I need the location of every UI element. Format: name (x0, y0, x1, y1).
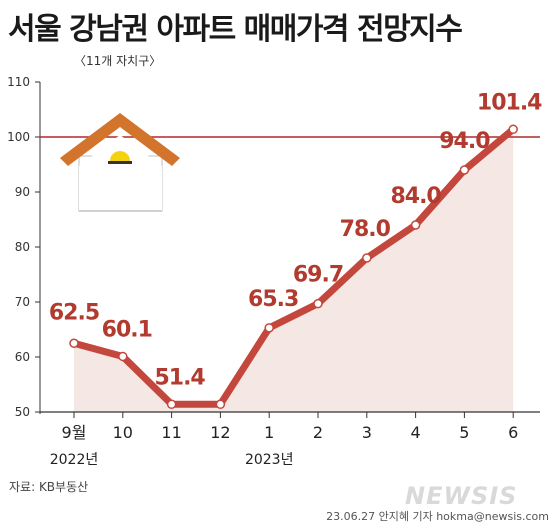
data-label: 60.1 (102, 317, 152, 342)
data-point (410, 220, 421, 230)
watermark: NEWSIS (405, 482, 518, 510)
x-tick-label: 12 (210, 423, 230, 442)
data-label: 62.5 (49, 300, 99, 325)
year-label: 2023년 (245, 452, 294, 468)
chart-subtitle: 〈11개 자치구〉 (74, 54, 162, 68)
data-point (313, 298, 323, 309)
data-label: 101.4 (477, 90, 542, 115)
chart-title: 서울 강남권 아파트 매매가격 전망지수 (8, 12, 463, 47)
x-tick-label: 11 (161, 423, 181, 442)
data-point (215, 399, 226, 410)
data-point (69, 338, 79, 348)
x-tick-label: 4 (411, 423, 421, 442)
y-tick-label: 110 (7, 75, 30, 89)
y-tick-label: 60 (15, 350, 30, 364)
x-tick-label: 5 (459, 423, 469, 442)
area-fill (74, 129, 514, 413)
y-tick-label: 100 (7, 130, 30, 144)
data-label: 69.7 (293, 263, 343, 288)
source-note: 자료: KB부동산 (9, 480, 89, 494)
data-point (362, 253, 372, 263)
data-point (166, 399, 177, 410)
data-label: 65.3 (248, 287, 298, 312)
x-tick-label: 1 (264, 423, 274, 442)
x-tick-label: 9월 (62, 423, 87, 442)
x-tick-label: 10 (113, 423, 133, 442)
y-tick-label: 90 (15, 185, 30, 199)
y-tick-label: 70 (15, 295, 30, 309)
data-label: 51.4 (154, 365, 205, 390)
data-label: 94.0 (439, 129, 490, 154)
data-point (508, 124, 518, 135)
house-icon (60, 113, 180, 212)
credit-line: 23.06.27 안지혜 기자 hokma@newsis.com (326, 510, 549, 523)
x-tick-label: 3 (362, 423, 372, 442)
year-label: 2022년 (50, 452, 99, 468)
data-point (264, 323, 274, 333)
data-point (118, 351, 128, 362)
x-tick-label: 6 (508, 423, 518, 442)
y-tick-label: 50 (15, 405, 30, 419)
data-point (459, 165, 470, 175)
data-label: 84.0 (390, 184, 441, 209)
x-tick-label: 2 (313, 423, 323, 442)
series-line (70, 125, 517, 408)
data-label: 78.0 (340, 217, 391, 242)
y-tick-label: 80 (15, 240, 30, 254)
